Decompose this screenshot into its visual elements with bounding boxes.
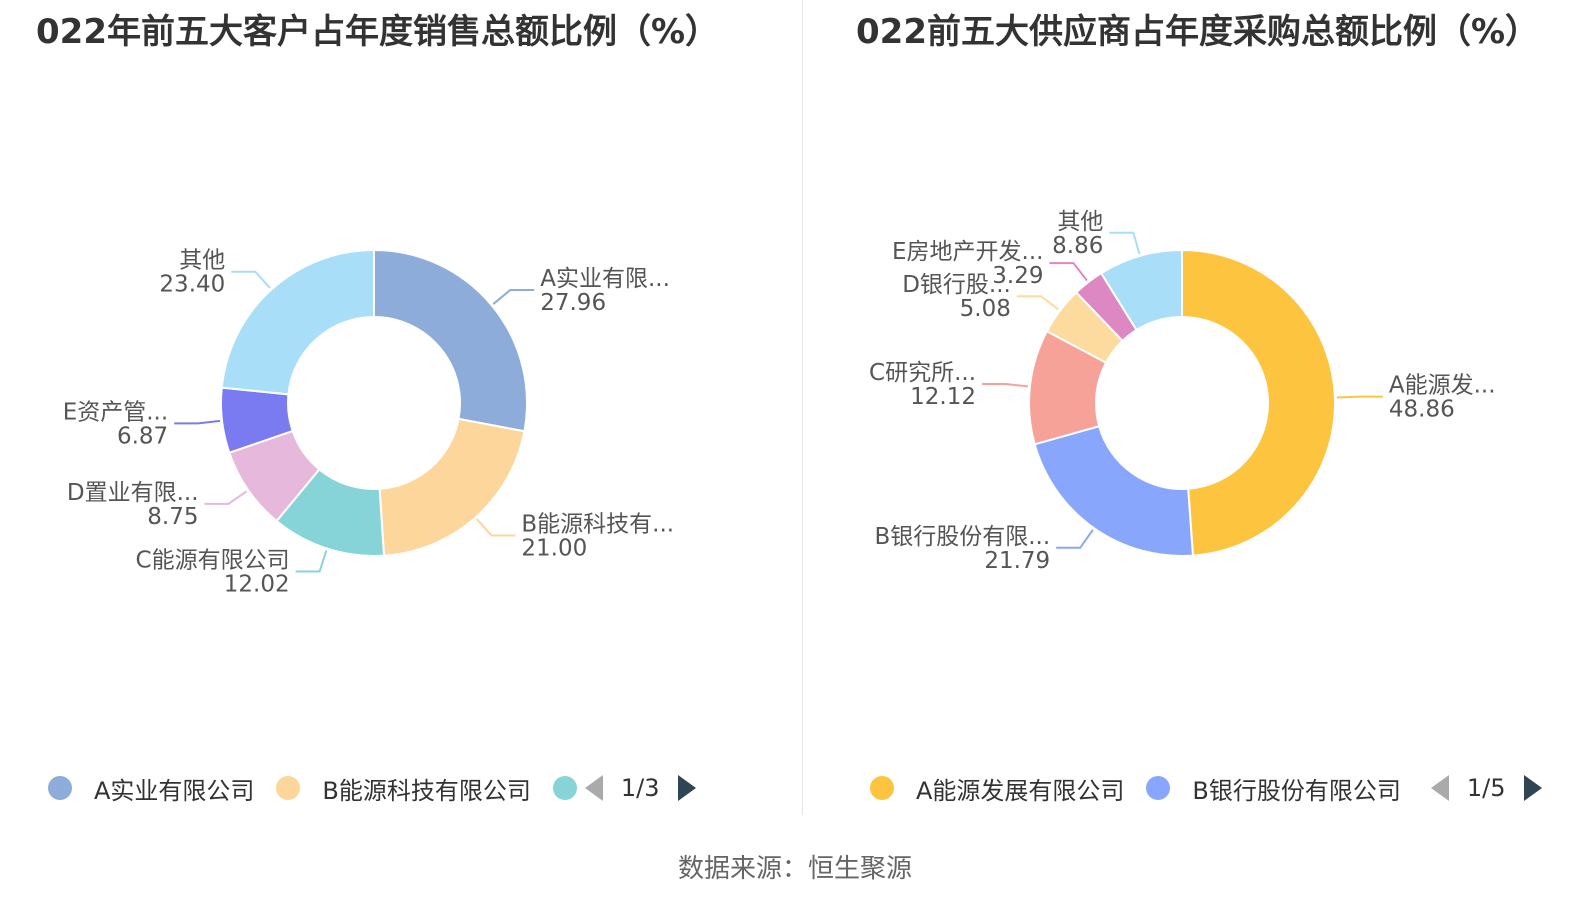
legend-next-page-icon[interactable] xyxy=(677,775,696,801)
slice-label: B银行股份有限... xyxy=(874,524,1050,550)
legend-marker-icon xyxy=(1146,776,1171,800)
legend-marker-icon xyxy=(870,776,894,800)
chart-legend: A能源发展有限公司 B银行股份有限公司 1/5 xyxy=(870,768,1542,808)
chart-title: 022年前五大客户占年度销售总额比例（%） xyxy=(36,12,720,52)
pie-slice[interactable] xyxy=(373,248,528,433)
source-prefix: 数据来源： xyxy=(677,854,808,884)
supplier-donut-chart: A能源发...48.86 B银行股份有限...21.79 C研究所...12.12 D… xyxy=(869,209,1496,574)
legend-marker-icon xyxy=(552,776,577,800)
slice-label: A实业有限... xyxy=(540,266,670,292)
legend-prev-page-icon[interactable] xyxy=(1430,775,1449,801)
slice-label: D银行股... xyxy=(902,272,1011,298)
customer-chart-panel: 022年前五大客户占年度销售总额比例（%） A实业有限... 27.96 B能源科技… xyxy=(0,0,800,810)
legend-pager: 1/5 xyxy=(1430,774,1542,802)
slice-label: C能源有限公司 xyxy=(136,547,290,573)
legend-prev-page-icon[interactable] xyxy=(584,775,603,801)
data-source-note: 数据来源：恒生聚源 xyxy=(0,848,1590,885)
legend-item[interactable]: A能源发展有限公司 xyxy=(870,771,1124,806)
slice-label: D置业有限... xyxy=(67,480,199,506)
panel-divider xyxy=(802,0,803,815)
pie-slice[interactable] xyxy=(1099,248,1183,332)
slice-value-label: 23.40 xyxy=(159,272,225,298)
legend-marker-icon xyxy=(48,776,72,800)
pie-slice[interactable] xyxy=(1181,248,1336,557)
leader-line xyxy=(295,550,328,573)
legend-next-page-icon[interactable] xyxy=(1523,775,1542,801)
legend-marker-icon xyxy=(276,776,301,800)
legend-item[interactable]: A实业有限公司 xyxy=(48,771,254,806)
leader-line xyxy=(1109,231,1141,255)
pie-slice[interactable] xyxy=(1033,424,1195,557)
leader-line xyxy=(982,383,1029,388)
slice-label: B能源科技有... xyxy=(521,511,674,537)
leader-line xyxy=(1336,395,1383,399)
leader-line xyxy=(492,289,535,305)
legend-item[interactable]: B银行股份有限公司 xyxy=(1146,771,1401,806)
leader-line xyxy=(231,270,271,289)
legend-label: A能源发展有限公司 xyxy=(916,776,1125,805)
legend-item[interactable] xyxy=(552,776,577,800)
slice-value-label: 21.00 xyxy=(521,535,587,561)
chart-legend: A实业有限公司 B能源科技有限公司 1/3 xyxy=(48,768,696,808)
slice-label: E房地产开发... xyxy=(892,239,1043,265)
leader-line xyxy=(204,490,248,505)
slice-value-label: 8.75 xyxy=(147,504,198,530)
leader-line xyxy=(1056,529,1094,549)
slice-value-label: 21.79 xyxy=(984,548,1050,574)
slice-label: A能源发... xyxy=(1389,373,1496,399)
legend-label: A实业有限公司 xyxy=(94,776,255,805)
legend-item[interactable]: B能源科技有限公司 xyxy=(276,771,531,806)
slice-value-label: 8.86 xyxy=(1052,233,1103,259)
supplier-chart-panel: 022前五大供应商占年度采购总额比例（%） A能源发... 48.86 B银行股份有… xyxy=(806,0,1590,810)
legend-page-indicator: 1/3 xyxy=(620,774,660,802)
slice-value-label: 48.86 xyxy=(1389,397,1455,423)
pie-slice[interactable] xyxy=(220,248,375,396)
slice-label: 其他 xyxy=(1057,209,1103,235)
slice-value-label: 6.87 xyxy=(117,423,168,449)
leader-line xyxy=(1049,262,1088,282)
source-name: 恒生聚源 xyxy=(808,854,913,884)
slice-value-label: 12.12 xyxy=(910,384,976,410)
slice-value-label: 5.08 xyxy=(960,296,1011,322)
legend-label: B能源科技有限公司 xyxy=(322,776,531,805)
chart-title: 022前五大供应商占年度采购总额比例（%） xyxy=(856,12,1540,52)
legend-pager: 1/3 xyxy=(584,774,696,802)
slice-value-label: 3.29 xyxy=(992,263,1043,289)
leader-line xyxy=(174,419,221,425)
legend-label: B银行股份有限公司 xyxy=(1192,776,1401,805)
slice-label: 其他 xyxy=(179,248,225,274)
slice-value-label: 12.02 xyxy=(224,571,290,597)
legend-page-indicator: 1/5 xyxy=(1466,774,1506,802)
slice-label: E资产管... xyxy=(63,399,168,425)
leader-line xyxy=(1016,295,1060,311)
slice-label: C研究所... xyxy=(869,360,976,386)
slice-value-label: 27.96 xyxy=(540,290,606,316)
pie-slice[interactable] xyxy=(378,417,526,557)
leader-line xyxy=(476,518,516,537)
